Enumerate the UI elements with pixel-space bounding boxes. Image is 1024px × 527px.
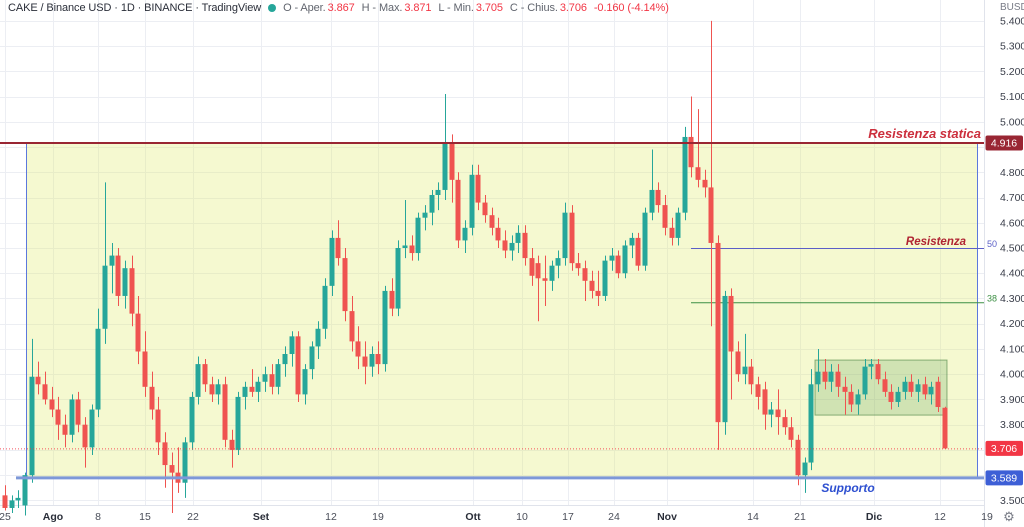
svg-text:19: 19: [981, 511, 993, 523]
resistenza-label[interactable]: Resistenza: [906, 236, 967, 248]
market-status-icon: [268, 4, 277, 12]
svg-text:5.300: 5.300: [1000, 41, 1024, 53]
svg-text:3.800: 3.800: [1000, 419, 1024, 431]
price-badge-3.706: 3.706: [985, 440, 1023, 456]
price-badge-3.589: 3.589: [985, 470, 1023, 486]
svg-text:4.100: 4.100: [1000, 343, 1024, 355]
svg-text:Nov: Nov: [657, 511, 677, 523]
fib-level-axis-label: 38: [987, 293, 997, 303]
time-axis-ticks: 25 Ago 8 15 22 Set 12 19 Ott 10 17 24 Nov 14 21 Dic 12 19: [0, 511, 993, 523]
price-axis-ticks: BUSD 5.400 5.300 5.200 5.100 5.000 4.800 4.700 4…: [987, 2, 1024, 507]
time-axis[interactable]: [0, 505, 984, 527]
svg-text:3.706: 3.706: [991, 443, 1017, 455]
price-badge-4.916: 4.916: [985, 135, 1023, 151]
svg-text:4.600: 4.600: [1000, 217, 1024, 229]
svg-text:4.300: 4.300: [1000, 293, 1024, 305]
chart-legend: CAKE / Binance USD · 1D · BINANCE · Trad…: [8, 2, 669, 14]
candlestick-series[interactable]: [2, 20, 948, 516]
ohlc-low: L - Min. 3.705: [438, 2, 503, 14]
price-axis[interactable]: [984, 0, 1024, 527]
svg-text:4.400: 4.400: [1000, 268, 1024, 280]
svg-text:4.000: 4.000: [1000, 369, 1024, 381]
svg-text:15: 15: [139, 511, 151, 523]
svg-text:5.000: 5.000: [1000, 116, 1024, 128]
ohlc-open: O - Aper. 3.867: [283, 2, 355, 14]
price-axis-currency: BUSD: [1000, 2, 1024, 13]
svg-text:24: 24: [608, 511, 620, 523]
svg-text:21: 21: [794, 511, 806, 523]
svg-text:5.100: 5.100: [1000, 91, 1024, 103]
ohlc-high: H - Max. 3.871: [361, 2, 432, 14]
svg-text:3.589: 3.589: [991, 472, 1017, 484]
svg-text:12: 12: [325, 511, 337, 523]
svg-text:17: 17: [562, 511, 574, 523]
ohlc-close: C - Chius. 3.706: [509, 2, 587, 14]
svg-text:5.400: 5.400: [1000, 15, 1024, 27]
trading-range-region: [26, 143, 977, 478]
svg-text:Ott: Ott: [465, 511, 481, 523]
svg-text:3.900: 3.900: [1000, 394, 1024, 406]
svg-text:19: 19: [372, 511, 384, 523]
svg-text:Dic: Dic: [866, 511, 883, 523]
symbol-title[interactable]: CAKE / Binance USD · 1D · BINANCE · Trad…: [8, 2, 262, 14]
svg-text:12: 12: [934, 511, 946, 523]
svg-text:4.500: 4.500: [1000, 242, 1024, 254]
svg-text:22: 22: [187, 511, 199, 523]
settings-gear-icon[interactable]: ⚙: [1003, 509, 1015, 524]
svg-text:10: 10: [516, 511, 528, 523]
svg-text:5.200: 5.200: [1000, 66, 1024, 78]
svg-text:4.200: 4.200: [1000, 318, 1024, 330]
svg-text:25: 25: [0, 511, 11, 523]
svg-text:3.500: 3.500: [1000, 495, 1024, 507]
svg-text:4.700: 4.700: [1000, 192, 1024, 204]
svg-text:Ago: Ago: [43, 511, 63, 523]
resistenza-statica-label[interactable]: Resistenza statica: [868, 126, 981, 141]
price-change: -0.160 (-4.14%): [593, 2, 669, 14]
svg-text:4.800: 4.800: [1000, 167, 1024, 179]
supporto-label[interactable]: Supporto: [821, 481, 874, 495]
fib-level-axis-label: 50: [987, 239, 997, 249]
svg-text:14: 14: [747, 511, 759, 523]
svg-text:4.916: 4.916: [991, 138, 1017, 150]
svg-text:Set: Set: [253, 511, 270, 523]
svg-text:8: 8: [95, 511, 101, 523]
